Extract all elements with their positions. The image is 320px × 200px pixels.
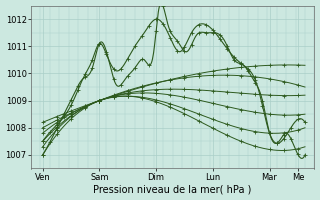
X-axis label: Pression niveau de la mer( hPa ): Pression niveau de la mer( hPa ) [93,184,252,194]
